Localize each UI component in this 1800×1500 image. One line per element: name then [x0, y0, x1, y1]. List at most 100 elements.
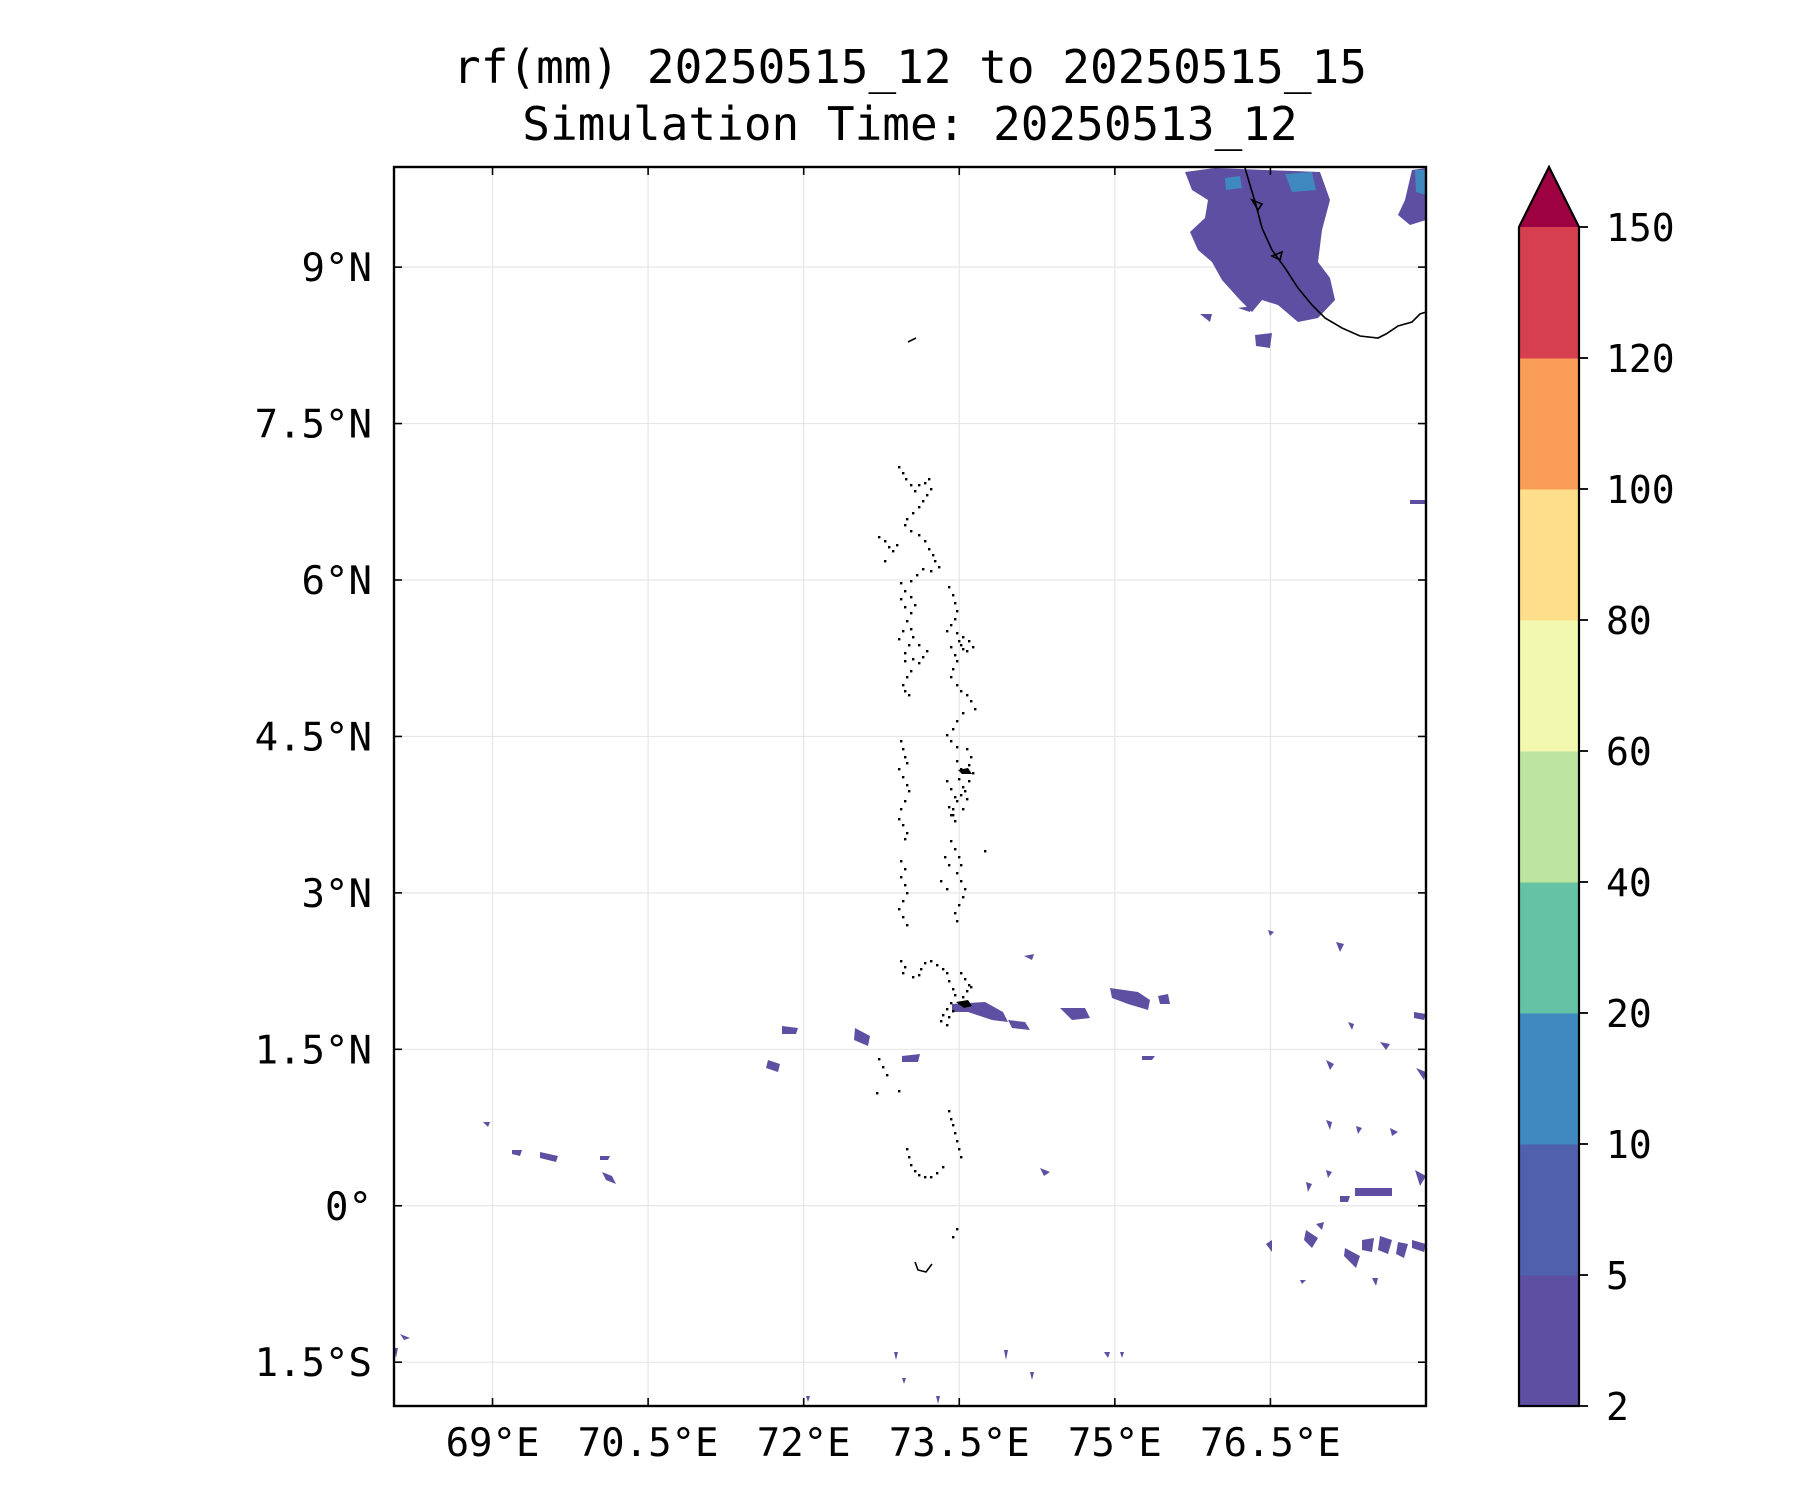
lat-tick-label: 3°N — [302, 872, 372, 917]
rain-cell — [1396, 1242, 1408, 1258]
atoll-dot — [960, 864, 963, 867]
atoll-dot — [968, 640, 971, 643]
india-west-coastline — [1244, 167, 1427, 339]
colorbar-segment — [1519, 882, 1579, 1014]
rain-cell — [1142, 1056, 1155, 1060]
atoll-dot — [900, 960, 903, 963]
atoll-dot — [910, 670, 913, 673]
lat-tick-label: 1.5°S — [255, 1341, 372, 1386]
atoll-dot — [960, 1156, 963, 1159]
atoll-dot — [942, 1166, 945, 1169]
atoll-dot — [962, 996, 965, 999]
atoll-dot — [904, 590, 907, 593]
rain-cell — [1410, 500, 1426, 504]
colorbar-tick-label: 2 — [1606, 1385, 1629, 1429]
atoll-dot — [900, 808, 903, 811]
rain-cell — [1268, 930, 1274, 936]
lat-tick-label: 0° — [325, 1185, 372, 1230]
colorbar-segment — [1519, 751, 1579, 883]
atoll-dot — [912, 658, 915, 661]
rain-cell — [1415, 1170, 1426, 1186]
atoll-dot — [908, 694, 911, 697]
coastline-islet — [1250, 198, 1264, 212]
atoll-dot — [902, 748, 905, 751]
rain-cell — [1390, 1128, 1398, 1136]
atoll-dot — [932, 554, 935, 557]
atoll-dot — [954, 848, 957, 851]
colorbar-outline — [1517, 164, 1581, 1408]
rain-cell — [1306, 1182, 1312, 1192]
atoll-dot — [950, 814, 953, 817]
atoll-dot — [940, 1020, 943, 1023]
atoll-dot — [962, 896, 965, 899]
colorbar-segment — [1519, 1144, 1579, 1276]
atoll-dot — [916, 574, 919, 577]
rain-cell — [1326, 1060, 1334, 1070]
atoll-dot — [950, 624, 953, 627]
atoll-dot — [906, 676, 909, 679]
rain-cell — [1255, 333, 1272, 348]
atoll-dot — [966, 990, 969, 993]
atoll-dot — [902, 900, 905, 903]
atoll-dot — [956, 760, 959, 763]
atoll-dot — [956, 660, 959, 663]
atoll-dot — [902, 824, 905, 827]
atoll-dot — [902, 472, 905, 475]
colorbar-tick-label: 10 — [1606, 1123, 1652, 1167]
atoll-dot — [928, 548, 931, 551]
atoll-dot — [904, 660, 907, 663]
atoll-dot — [906, 892, 909, 895]
atoll-dot — [954, 912, 957, 915]
atoll-dot — [914, 1170, 917, 1173]
atoll-dot — [958, 856, 961, 859]
rain-cell — [782, 1026, 798, 1034]
rain-cell-heavier — [1285, 172, 1316, 192]
lat-tick-label: 4.5°N — [255, 715, 372, 760]
atoll-dot — [910, 530, 913, 533]
atoll-dot — [954, 654, 957, 657]
rain-cell — [1008, 1020, 1030, 1030]
atoll-dot — [956, 1140, 959, 1143]
atoll-dot — [902, 916, 905, 919]
rain-cell — [602, 1172, 616, 1184]
atoll-dot — [952, 808, 955, 811]
atoll-dot — [950, 676, 953, 679]
rain-cell — [1356, 1126, 1362, 1134]
atoll-dot — [950, 788, 953, 791]
rain-cell — [1158, 994, 1170, 1004]
rain-cell — [1040, 1168, 1050, 1176]
colorbar-tick-label: 5 — [1606, 1254, 1629, 1298]
atoll-dot — [970, 756, 973, 759]
atoll-dot — [954, 820, 957, 823]
rain-cell — [1238, 306, 1252, 312]
rain-cell — [936, 1396, 940, 1404]
rain-cell — [1372, 1278, 1378, 1286]
atoll-dot — [910, 628, 913, 631]
atoll-dot — [968, 764, 971, 767]
map-panel — [392, 165, 1428, 1408]
atoll-dot — [954, 618, 957, 621]
rain-cell — [1120, 1352, 1124, 1358]
lon-tick-label: 76.5°E — [1200, 1421, 1341, 1466]
atoll-dot — [902, 972, 905, 975]
atoll-dot — [924, 962, 927, 965]
atoll-dot — [972, 646, 975, 649]
colorbar: 2 5 10 20 40 60 80 100 120 150 — [1517, 164, 1675, 1429]
atoll-dot — [918, 662, 921, 665]
atoll-dot — [958, 904, 961, 907]
atoll-dot — [914, 604, 917, 607]
rain-cell — [483, 1122, 490, 1127]
atoll-dot — [930, 1176, 933, 1179]
rain-cell — [1348, 1022, 1354, 1030]
atoll-dot — [960, 972, 963, 975]
rain-cell — [600, 1156, 610, 1160]
axis-ticks — [394, 167, 1426, 1406]
atoll-dot — [964, 888, 967, 891]
atoll-dot — [958, 768, 972, 774]
atoll-dot — [946, 630, 949, 633]
atoll-dot — [950, 740, 953, 743]
atoll-dot — [948, 1110, 951, 1113]
atoll-dot — [960, 644, 963, 647]
rain-cell — [1362, 1238, 1374, 1252]
